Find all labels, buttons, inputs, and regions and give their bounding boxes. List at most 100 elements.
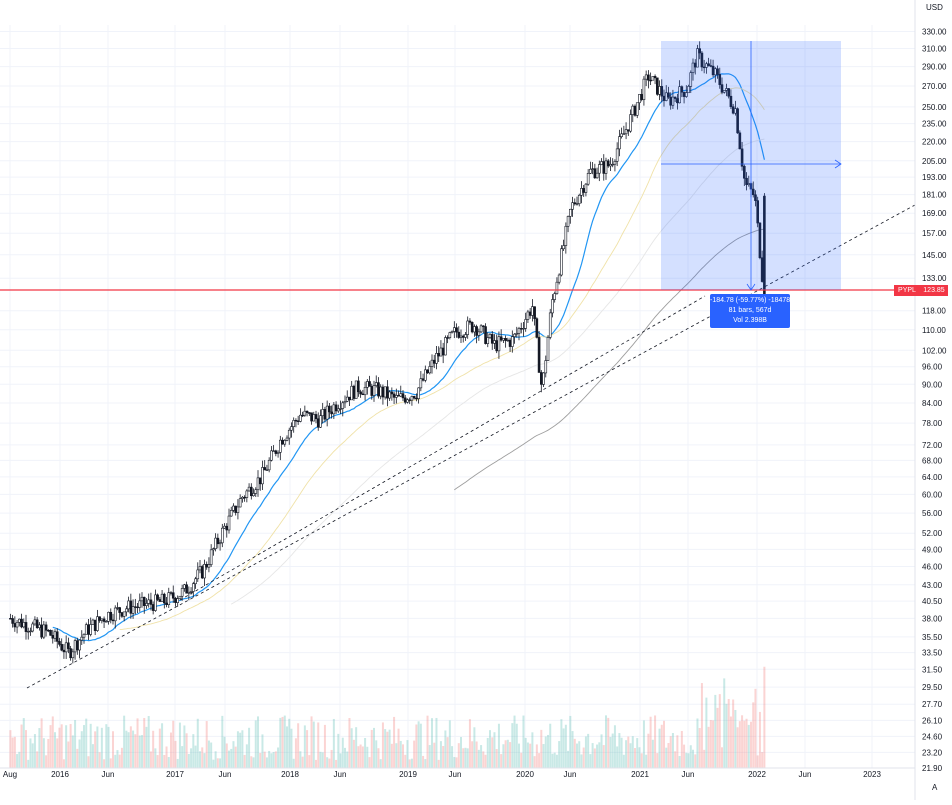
volume-bar — [241, 730, 244, 768]
currency-label[interactable]: USD — [926, 3, 943, 12]
candle-body — [120, 612, 124, 617]
volume-bar — [426, 715, 429, 768]
candle-body — [49, 629, 52, 636]
candle-body — [698, 48, 701, 54]
candle-body — [528, 311, 532, 316]
candle-body — [22, 622, 26, 628]
candle-body — [629, 114, 632, 132]
volume-bar — [138, 735, 141, 768]
volume-bar — [482, 751, 485, 768]
candle-body — [600, 161, 603, 165]
trendline-upper[interactable] — [26, 204, 916, 689]
volume-bar — [312, 721, 315, 768]
volume-bar — [125, 730, 128, 768]
volume-bar — [544, 736, 547, 768]
y-tick-label: 84.00 — [922, 399, 943, 408]
volume-bar — [337, 733, 340, 768]
candle-body — [334, 404, 338, 412]
candle-body — [67, 642, 70, 649]
volume-bar — [506, 739, 509, 768]
volume-bar — [216, 758, 219, 768]
volume-bar — [598, 742, 601, 768]
volume-bar — [692, 749, 695, 768]
volume-bar — [397, 728, 400, 768]
volume-bar — [268, 750, 271, 768]
volume-bar — [207, 740, 210, 768]
candle-body — [488, 334, 492, 338]
volume-bar — [743, 720, 746, 768]
volume-bar — [299, 751, 302, 768]
candle-body — [537, 337, 541, 373]
volume-bar — [230, 748, 233, 768]
candle-body — [555, 281, 559, 294]
candle-body — [535, 318, 539, 338]
y-tick-label: 205.00 — [922, 157, 947, 166]
candle-body — [111, 619, 115, 622]
volume-bar — [651, 739, 654, 768]
ma-50-line — [119, 87, 765, 630]
candle-body — [285, 437, 289, 441]
volume-bar — [259, 752, 262, 768]
candle-body — [424, 369, 427, 381]
candle-body — [258, 477, 262, 485]
x-tick-label: Jun — [219, 770, 232, 779]
candle-body — [345, 396, 349, 402]
volume-bar — [453, 757, 456, 768]
candle-body — [455, 327, 458, 333]
volume-bar — [484, 754, 487, 768]
volume-bar — [587, 733, 590, 768]
volume-bar — [750, 721, 753, 768]
candle-body — [546, 337, 550, 361]
candle-body — [15, 622, 19, 628]
candle-body — [707, 63, 710, 66]
volume-bar — [89, 723, 92, 768]
y-tick-label: 31.50 — [922, 665, 943, 674]
volume-bar — [379, 759, 382, 768]
volume-bar — [170, 732, 173, 768]
y-tick-label: 110.00 — [922, 326, 946, 335]
candle-body — [591, 168, 594, 170]
volume-bar — [377, 748, 380, 768]
volume-bar — [134, 734, 137, 768]
candle-body — [363, 387, 367, 396]
candle-body — [265, 469, 269, 471]
volume-bar — [120, 747, 123, 768]
candle-body — [479, 325, 483, 333]
candle-body — [165, 602, 168, 606]
volume-bar — [591, 743, 594, 768]
volume-bar — [529, 743, 532, 768]
candle-body — [602, 161, 606, 174]
volume-bar — [734, 709, 737, 768]
volume-bar — [330, 749, 333, 768]
candle-body — [122, 611, 126, 617]
volume-bar — [571, 731, 574, 768]
candle-body — [466, 320, 469, 335]
volume-bar — [297, 723, 300, 768]
volume-bar — [243, 754, 246, 768]
candle-body — [209, 549, 213, 565]
candle-body — [203, 564, 206, 579]
volume-bar — [286, 726, 289, 768]
y-tick-label: 157.00 — [922, 229, 947, 238]
volume-bar — [578, 741, 581, 768]
volume-bar — [727, 698, 730, 768]
volume-bar — [344, 747, 347, 768]
candle-body — [98, 616, 101, 621]
volume-bar — [732, 699, 735, 768]
auto-scale-button[interactable]: A — [932, 783, 938, 792]
trendline-lower[interactable] — [179, 295, 706, 601]
volume-bar — [339, 753, 342, 768]
candle-body — [339, 408, 342, 410]
volume-bar — [535, 744, 538, 768]
candle-body — [511, 336, 514, 347]
candle-body — [401, 393, 405, 399]
candle-body — [406, 399, 409, 403]
y-tick-label: 40.50 — [922, 597, 943, 606]
candle-body — [31, 623, 34, 632]
volume-bar — [388, 729, 391, 768]
volume-bar — [671, 733, 674, 768]
volume-bar — [580, 754, 583, 768]
